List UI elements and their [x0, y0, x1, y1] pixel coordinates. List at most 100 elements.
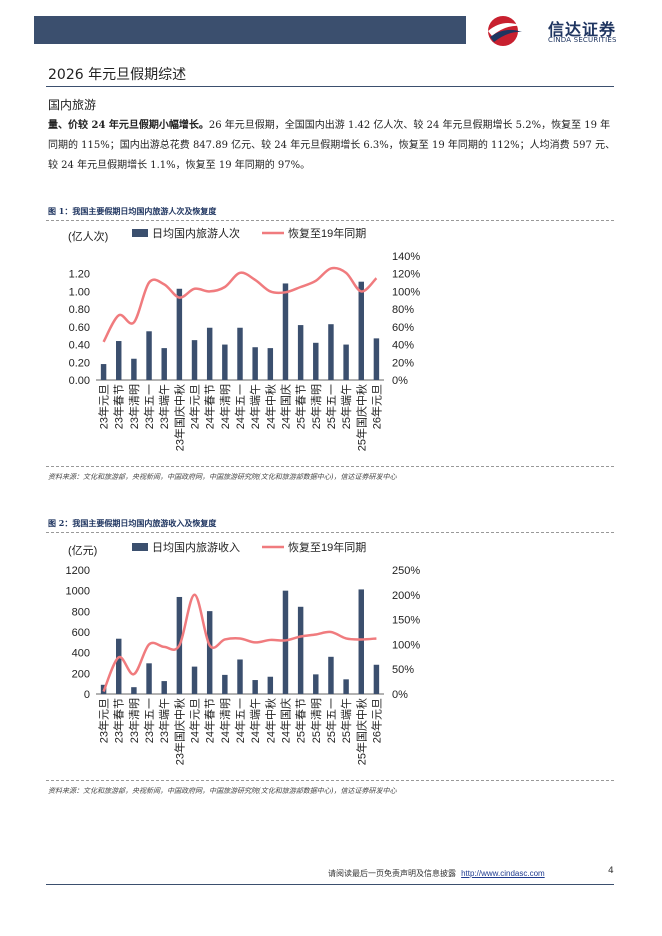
chart2-ytick-left: 400: [72, 648, 90, 660]
chart2-bar: [358, 589, 364, 694]
chart1-ytick-left: 1.20: [69, 269, 90, 281]
chart2-xtick-label: 25年春节: [294, 698, 308, 743]
chart1-legend-line-label: 恢复至19年同期: [288, 226, 366, 240]
chart1-bar: [282, 283, 289, 380]
chart1-xtick-label: 24年元旦: [188, 384, 202, 429]
chart1-ytick-right: 80%: [392, 304, 414, 316]
chart2-bar: [267, 676, 274, 694]
chart2-bar: [282, 590, 289, 694]
chart1-ytick-right: 60%: [392, 322, 414, 334]
figure2-source: 资料来源：文化和旅游部，央视新闻，中国政府网，中国旅游研究院(文化和旅游部数据中…: [48, 787, 397, 795]
chart2-bar: [191, 666, 198, 694]
chart1-bar: [222, 344, 228, 380]
chart1-xtick-label: 24年国庆: [278, 384, 292, 429]
chart2-xtick-label: 23年春节: [112, 698, 126, 743]
chart1-bar: [343, 344, 349, 380]
chart1-bar: [252, 347, 258, 380]
chart2-legend-bar-label: 日均国内旅游收入: [152, 540, 240, 554]
figure1-caption: 图 1：我国主要假期日均国内旅游人次及恢复度: [48, 206, 217, 216]
chart1-xtick-label: 24年中秋: [263, 384, 277, 429]
chart1-ytick-right: 0%: [392, 375, 408, 387]
chart1-xtick-label: 25年清明: [309, 384, 323, 429]
chart1-bar: [313, 342, 319, 380]
chart2-bar: [373, 664, 380, 694]
chart1-ytick-left: 0.40: [69, 340, 90, 352]
chart1-xtick-label: 24年五一: [233, 384, 247, 429]
chart1-xtick-label: 26年元旦: [369, 384, 383, 429]
page-number: 4: [608, 866, 614, 876]
chart-daily-domestic-revenue: (亿元) 日均国内旅游收入 恢复至19年同期 0 200 400 600 800 1000 120…: [66, 540, 421, 765]
chart1-ytick-right: 120%: [392, 269, 420, 281]
chart2-xtick-label: 26年元旦: [369, 698, 383, 743]
logo-name-en: CINDA SECURITIES: [548, 36, 617, 44]
footer-url-link[interactable]: http://www.cindasc.com: [461, 869, 545, 878]
paragraph-text: 26 年元旦假期，全国国内出游 1.42 亿人次、较 24 年元旦假期增长 5.…: [48, 120, 616, 171]
chart1-bar: [176, 288, 183, 380]
chart1-xtick-label: 23年元旦: [97, 384, 111, 429]
chart2-xtick-label: 24年元旦: [188, 698, 202, 743]
chart2-xtick-label: 23年端午: [157, 698, 171, 743]
chart1-xtick-label: 24年清明: [218, 384, 232, 429]
chart2-ytick-right: 0%: [392, 689, 408, 701]
chart2-xtick-label: 23年五一: [142, 698, 156, 743]
chart2-bar: [313, 674, 319, 694]
title-divider: [46, 86, 614, 87]
figure1-bottom-rule: [46, 466, 614, 467]
chart1-xtick-label: 25年端午: [339, 384, 353, 429]
figure2-bottom-rule: [46, 780, 614, 781]
chart2-bar: [131, 687, 137, 694]
chart1-xtick-label: 24年端午: [248, 384, 262, 429]
chart1-bar: [297, 325, 304, 380]
chart1-bar: [328, 324, 334, 380]
chart2-xtick-label: 24年五一: [233, 698, 247, 743]
chart2-bar: [328, 656, 334, 694]
chart1-bar: [161, 348, 167, 380]
chart1-ytick-right: 40%: [392, 340, 414, 352]
chart2-xtick-label: 24年国庆: [278, 698, 292, 743]
chart2-xtick-label: 25年端午: [339, 698, 353, 743]
chart1-bar: [100, 364, 107, 380]
chart2-xtick-label: 25年清明: [309, 698, 323, 743]
chart2-xtick-label: 23年元旦: [97, 698, 111, 743]
chart2-xtick-label: 24年春节: [203, 698, 217, 743]
chart1-xtick-label: 23年清明: [127, 384, 141, 429]
chart1-legend-bar-swatch: [132, 229, 148, 237]
chart2-bar: [222, 674, 228, 694]
chart2-xtick-label: 24年清明: [218, 698, 232, 743]
chart2-ytick-right: 100%: [392, 639, 420, 651]
chart2-unit-label: (亿元): [68, 544, 97, 557]
chart2-ytick-left: 0: [84, 689, 90, 701]
chart2-ytick-right: 150%: [392, 615, 420, 627]
chart1-xtick-label: 23年国庆中秋: [172, 384, 186, 451]
chart1-xtick-label: 25年春节: [294, 384, 308, 429]
chart2-ytick-left: 1200: [66, 565, 90, 577]
figure2-caption: 图 2：我国主要假期日均国内旅游收入及恢复度: [48, 518, 217, 528]
chart1-ytick-right: 100%: [392, 286, 420, 298]
chart-daily-domestic-trips: (亿人次) 日均国内旅游人次 恢复至19年同期 0.00 0.20 0.40 0.60 0.8…: [68, 226, 420, 451]
chart2-bar: [161, 681, 167, 694]
chart1-bar: [358, 281, 364, 380]
chart2-ytick-left: 200: [72, 668, 90, 680]
section-title: 国内旅游: [48, 98, 97, 112]
chart1-bar: [191, 340, 198, 380]
chart2-bar: [343, 679, 349, 694]
footer-divider: [46, 884, 614, 885]
figure1-source: 资料来源：文化和旅游部，央视新闻，中国政府网，中国旅游研究院(文化和旅游部数据中…: [48, 473, 397, 481]
footer-disclaimer: 请阅读最后一页免责声明及信息披露: [328, 869, 456, 878]
chart1-xtick-label: 23年端午: [157, 384, 171, 429]
chart2-bar: [297, 606, 304, 694]
chart1-bar: [146, 331, 152, 380]
chart2-bar: [206, 611, 213, 694]
chart1-legend-bar-label: 日均国内旅游人次: [152, 226, 240, 240]
chart1-ytick-right: 20%: [392, 357, 414, 369]
figure1-top-rule: [46, 220, 614, 221]
chart1-xtick-label: 25年国庆中秋: [354, 384, 368, 451]
chart1-bar: [131, 358, 137, 380]
cinda-logo-icon: [488, 16, 522, 46]
chart1-bar: [267, 348, 274, 380]
chart1-bar: [237, 327, 243, 380]
chart1-ytick-left: 0.80: [69, 304, 90, 316]
chart1-xtick-label: 23年五一: [142, 384, 156, 429]
chart1-xtick-label: 23年春节: [112, 384, 126, 429]
chart2-legend-bar-swatch: [132, 543, 148, 551]
